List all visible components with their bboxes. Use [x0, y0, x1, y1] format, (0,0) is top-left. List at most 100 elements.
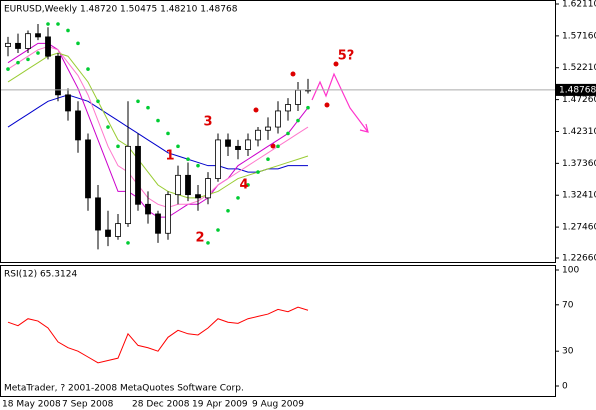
- wave-marker: [290, 71, 296, 77]
- sar-dot: [266, 157, 270, 162]
- candle-body: [5, 42, 11, 47]
- sar-dot: [146, 105, 150, 110]
- y-tick-label: 1.52210: [562, 63, 596, 73]
- sar-dot: [26, 57, 30, 62]
- sar-dot: [46, 22, 50, 26]
- sar-dot: [156, 118, 160, 123]
- sar-dot: [216, 228, 220, 232]
- sar-dot: [166, 131, 170, 136]
- candle-body: [275, 110, 281, 128]
- candle-body: [165, 194, 171, 234]
- sar-dot: [306, 105, 310, 110]
- wave-label: 3: [203, 115, 212, 130]
- y-tick-label: 70: [562, 300, 574, 310]
- forecast-arrow: [311, 72, 369, 133]
- candle-body: [245, 139, 251, 150]
- x-tick-label: 18 May 2008: [2, 400, 61, 410]
- wave-marker: [333, 61, 339, 67]
- rsi-title: RSI(12) 65.3124: [4, 270, 77, 280]
- wave-marker: [270, 143, 276, 149]
- sar-dot: [296, 118, 300, 123]
- last-price-box: [556, 83, 596, 96]
- candle-body: [25, 33, 31, 49]
- candle-body: [115, 223, 121, 237]
- sar-dot: [16, 60, 20, 65]
- candle-body: [195, 194, 201, 199]
- candle-body: [105, 229, 111, 237]
- y-tick-label: 100: [562, 266, 579, 276]
- moving-average: [7, 46, 309, 209]
- sar-dot: [116, 144, 120, 149]
- sar-dot: [186, 157, 190, 162]
- copyright: MetaTrader, ? 2001-2008 MetaQuotes Softw…: [4, 384, 244, 394]
- wave-label: 4: [239, 178, 248, 193]
- candle-body: [235, 145, 241, 150]
- x-tick-label: 19 Apr 2009: [192, 400, 248, 410]
- rsi-pane: [0, 265, 556, 397]
- candle-body: [185, 174, 191, 196]
- sar-dot: [246, 183, 250, 187]
- y-tick-label: 1.42310: [562, 127, 596, 137]
- candle-body: [265, 126, 271, 131]
- sar-dot: [6, 67, 10, 71]
- candle-body: [35, 33, 41, 38]
- candle-body: [75, 110, 81, 141]
- candle-body: [175, 174, 181, 196]
- y-tick-label: 1.32410: [562, 191, 596, 201]
- candle-body: [125, 145, 131, 225]
- x-tick-label: 7 Sep 2008: [62, 400, 114, 410]
- chart-title: EURUSD,Weekly 1.48720 1.50475 1.48210 1.…: [4, 5, 238, 15]
- sar-dot: [286, 131, 290, 136]
- sar-dot: [256, 170, 260, 174]
- y-tick-label: 1.37360: [562, 159, 596, 169]
- y-tick-label: 1.57160: [562, 31, 596, 41]
- sar-dot: [196, 163, 200, 168]
- sar-dot: [176, 144, 180, 149]
- sar-dot: [96, 99, 100, 104]
- sar-dot: [226, 208, 230, 213]
- x-tick-label: 9 Aug 2009: [252, 400, 304, 410]
- y-tick-label: 1.27460: [562, 223, 596, 233]
- y-tick-label: 1.62110: [562, 0, 596, 10]
- sar-dot: [276, 144, 280, 149]
- wave-marker: [253, 107, 259, 113]
- candle-body: [295, 89, 301, 105]
- candle-body: [55, 55, 61, 96]
- candle-body: [155, 213, 161, 234]
- candle-body: [135, 145, 141, 205]
- sar-dot: [236, 196, 240, 200]
- wave-label: 5?: [338, 49, 355, 64]
- wave-label: 2: [195, 231, 204, 246]
- candle-body: [255, 129, 261, 141]
- sar-dot: [126, 241, 130, 245]
- candle-body: [205, 178, 211, 199]
- x-tick-label: 28 Dec 2008: [132, 400, 190, 410]
- candle-body: [225, 139, 231, 147]
- last-price-label: 1.48768: [559, 85, 596, 95]
- sar-dot: [66, 28, 70, 33]
- sar-dot: [76, 41, 80, 46]
- candle-body: [15, 42, 21, 49]
- y-tick-label: 0: [562, 382, 568, 392]
- sar-dot: [136, 99, 140, 104]
- candle-body: [65, 94, 71, 112]
- y-tick-label: 1.47260: [562, 95, 596, 105]
- wave-label: 1: [165, 149, 174, 164]
- candle-body: [145, 203, 151, 215]
- candle-body: [215, 139, 221, 179]
- sar-dot: [106, 125, 110, 129]
- sar-dot: [56, 22, 60, 26]
- y-tick-label: 30: [562, 347, 574, 357]
- candle-body: [45, 36, 51, 57]
- wave-marker: [324, 102, 330, 108]
- rsi-line: [7, 306, 309, 364]
- candle-body: [285, 104, 291, 112]
- candle-body: [85, 139, 91, 199]
- arrow-head: [359, 123, 369, 133]
- sar-dot: [36, 51, 40, 55]
- candle-body: [95, 197, 101, 231]
- y-tick-label: 1.22660: [562, 254, 596, 264]
